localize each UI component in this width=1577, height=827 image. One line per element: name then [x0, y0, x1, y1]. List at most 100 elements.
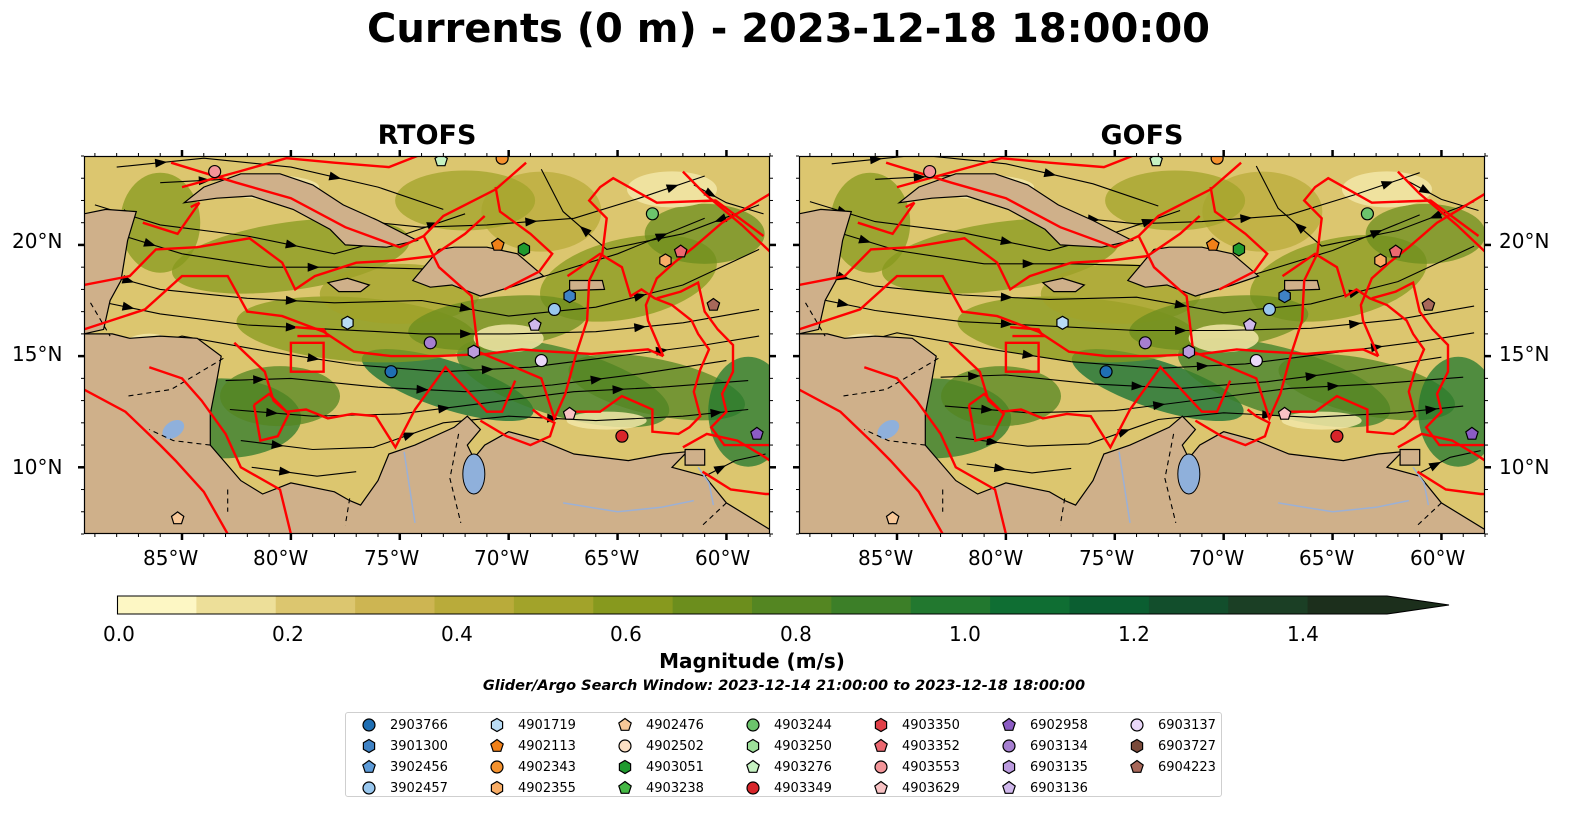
land-yucatan [799, 208, 853, 335]
circle-marker-icon [362, 718, 376, 732]
lon-tick-label-gofs: 85°W [858, 546, 914, 570]
map-frame [83, 155, 771, 535]
legend-entry: 6902958 [998, 715, 1088, 735]
streamline-arrow [1428, 461, 1442, 472]
eez-boundary [142, 201, 201, 236]
eez-boundary [84, 388, 229, 534]
streamline-arrow [1174, 299, 1187, 309]
colorbar-segment [672, 596, 753, 614]
colorbar-segment [355, 596, 436, 614]
colorbar-segment [910, 596, 991, 614]
legend-label: 4903350 [902, 717, 960, 733]
river [697, 466, 715, 506]
circle-marker-icon [490, 760, 504, 774]
eez-boundary [295, 326, 331, 338]
legend-label: 2903766 [390, 717, 448, 733]
eez-boundary [885, 161, 1242, 249]
pentagon-marker-icon [874, 738, 888, 752]
eez-boundary [682, 170, 770, 253]
lat-tick-label-left: 15°N [12, 342, 63, 366]
colorbar-label: Magnitude (m/s) [659, 649, 845, 673]
hexagon-marker-icon [362, 738, 376, 754]
colorbar-segment [275, 596, 356, 614]
colorbar-segment [117, 596, 197, 614]
station-marker-6903136 [1242, 317, 1257, 331]
lon-tick-label-gofs: 70°W [1189, 546, 1245, 570]
legend-marker-4903553 [874, 760, 888, 774]
streamline-arrow [1000, 292, 1013, 302]
current-streamline [94, 299, 760, 335]
station-marker-4901719 [1056, 315, 1069, 330]
legend-marker-4903051 [618, 759, 632, 775]
streamline-arrow [968, 371, 981, 381]
current-streamline [955, 405, 1464, 447]
circle-marker-icon [362, 781, 376, 795]
country-border [842, 357, 939, 397]
eez-boundary [1416, 470, 1485, 496]
legend-entry: 3902457 [358, 778, 448, 798]
legend-entry: 4902343 [486, 757, 576, 777]
legend-entry: 3901300 [358, 736, 448, 756]
lake-maracaibo [1177, 453, 1201, 495]
eez-boundary [148, 366, 293, 534]
colorbar-segment [752, 596, 832, 614]
streamline-arrow [633, 323, 647, 333]
lake-nicaragua [162, 419, 185, 439]
eez-boundary [1004, 341, 1040, 373]
current-streamline [229, 380, 749, 417]
streamline-arrow [265, 407, 279, 417]
legend-label: 4903629 [902, 780, 960, 796]
streamline-arrow [986, 436, 999, 446]
lon-tick-label-rtofs: 80°W [253, 546, 309, 570]
station-marker-4903051 [517, 242, 531, 257]
legend-label: 6903134 [1030, 738, 1088, 754]
streamline-arrow [437, 404, 451, 414]
streamline-arrow [285, 239, 298, 249]
station-marker-4902113 [490, 237, 505, 251]
streamline-arrow [1425, 405, 1438, 415]
map-panel-rtofs [78, 150, 776, 540]
eez-boundary [896, 156, 1133, 189]
hexagon-marker-icon [746, 738, 760, 754]
current-streamline [693, 184, 764, 215]
country-border [149, 429, 211, 446]
lon-tick-label-gofs: 65°W [1299, 546, 1355, 570]
streamline-arrow [1240, 214, 1253, 224]
streamline-arrow [590, 375, 603, 385]
legend-entry: 6903727 [1126, 736, 1216, 756]
pentagon-marker-icon [1002, 780, 1016, 794]
speed-field-patch [361, 349, 534, 422]
colorbar-tick-label: 0.2 [272, 622, 304, 646]
eez-boundary [1010, 326, 1046, 338]
streamline-arrow [665, 184, 679, 193]
station-marker-4903349 [615, 429, 629, 443]
speed-field-patch [456, 338, 670, 428]
streamline-arrow [1175, 326, 1188, 335]
eez-boundary [1371, 280, 1485, 447]
station-marker-4902355 [659, 253, 672, 268]
station-marker-4903629 [1277, 406, 1292, 420]
legend-marker-4903350 [874, 717, 888, 733]
pentagon-marker-icon [618, 780, 632, 794]
eez-boundary [948, 341, 1232, 450]
country-border [90, 302, 111, 337]
current-streamline [225, 360, 727, 393]
legend-marker-4903250 [746, 738, 760, 754]
legend-marker-4902113 [490, 738, 504, 752]
streamline-arrow [1152, 401, 1166, 411]
eez-boundary [1359, 192, 1485, 357]
land-cuba [182, 173, 419, 248]
current-streamline [251, 466, 357, 477]
lon-tick-label-rtofs: 85°W [143, 546, 199, 570]
streamline-arrow [285, 295, 298, 305]
circle-marker-icon [746, 781, 760, 795]
speed-field-patch [1281, 411, 1362, 430]
legend-marker-4902476 [618, 717, 632, 731]
streamline-arrow [714, 213, 728, 222]
legend-label: 4901719 [518, 717, 576, 733]
station-marker-4903244 [645, 207, 659, 221]
eez-boundary [1281, 252, 1426, 436]
speed-field-patch [1105, 170, 1246, 231]
eez-boundary [289, 341, 325, 373]
colorbar-tick-label: 1.4 [1287, 622, 1319, 646]
